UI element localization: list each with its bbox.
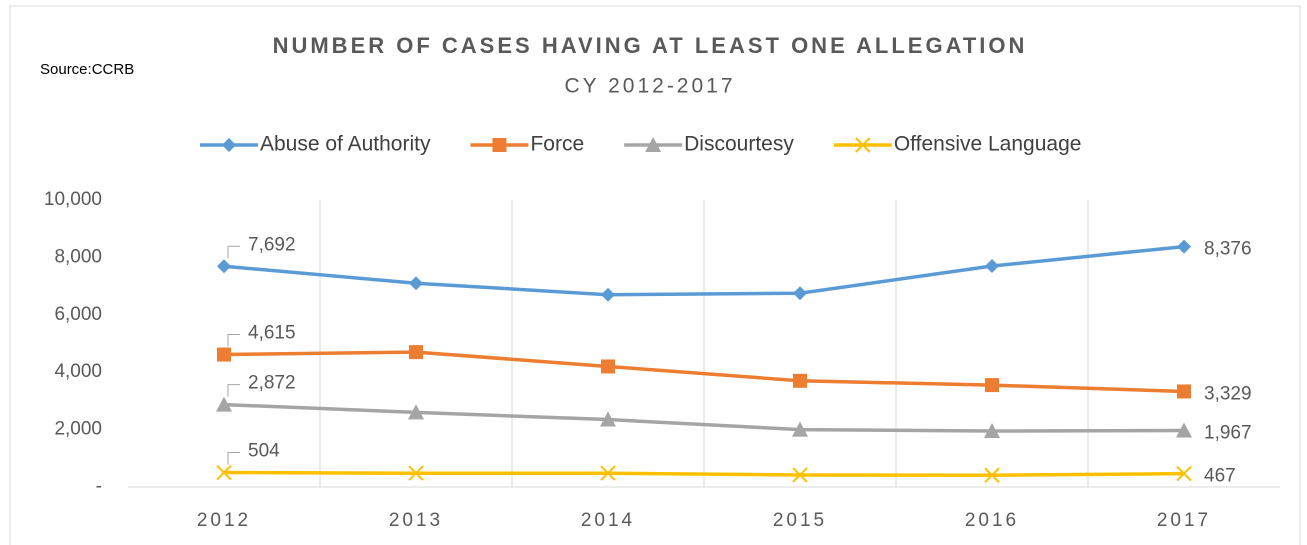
data-point (984, 467, 1000, 483)
leader-line (227, 245, 240, 259)
data-label: 467 (1204, 466, 1236, 487)
y-tick-label: 4,000 (54, 361, 102, 382)
data-point (984, 423, 1000, 439)
series-line (223, 402, 1185, 433)
y-tick-label: 10,000 (44, 189, 102, 210)
data-point (792, 467, 808, 483)
data-point (216, 396, 232, 412)
data-point (217, 347, 231, 362)
data-label: 504 (248, 441, 280, 462)
chart-frame (9, 5, 1301, 545)
y-tick-label: 8,000 (54, 246, 102, 267)
data-point (217, 259, 231, 274)
data-point (409, 276, 423, 291)
data-point (1177, 239, 1191, 254)
data-point (1176, 422, 1192, 438)
data-point (409, 345, 423, 360)
x-tick-label: 2012 (197, 510, 251, 531)
data-point (1176, 465, 1192, 482)
data-point (793, 373, 807, 388)
legend-label: Force (530, 133, 584, 156)
legend-label: Abuse of Authority (260, 133, 431, 156)
data-point (601, 359, 615, 374)
data-label: 7,692 (248, 234, 296, 255)
data-point (492, 138, 507, 152)
x-tick-label: 2015 (773, 510, 827, 531)
x-tick-label: 2014 (581, 510, 635, 531)
data-point (600, 411, 616, 427)
data-label: 2,872 (248, 373, 296, 394)
data-point (408, 404, 424, 420)
data-point (408, 465, 424, 481)
x-tick-label: 2013 (389, 510, 443, 531)
chart-title: NUMBER OF CASES HAVING AT LEAST ONE ALLE… (273, 33, 1028, 58)
data-point (1177, 384, 1191, 399)
x-tick-label: 2016 (965, 510, 1019, 531)
series-line (223, 350, 1185, 394)
leader-line (227, 384, 240, 397)
data-point (855, 137, 871, 153)
data-point (645, 137, 662, 152)
leader-line (227, 334, 240, 347)
y-tick-label: 6,000 (54, 304, 102, 325)
legend-label: Discourtesy (684, 133, 794, 156)
y-tick-label: - (96, 476, 102, 497)
leader-line (227, 452, 240, 465)
data-label: 1,967 (1204, 423, 1252, 444)
legend-label: Offensive Language (894, 133, 1082, 156)
data-point (600, 465, 616, 481)
data-point (793, 286, 807, 301)
data-point (601, 287, 615, 302)
source-note: Source:CCRB (40, 61, 134, 78)
data-label: 4,615 (248, 323, 296, 344)
y-tick-label: 2,000 (54, 419, 102, 440)
data-point (792, 421, 808, 437)
data-label: 8,376 (1204, 239, 1252, 260)
series-line (223, 470, 1185, 477)
chart-subtitle: CY 2012-2017 (564, 75, 735, 98)
series-line (223, 244, 1185, 297)
data-point (985, 378, 999, 393)
data-label: 3,329 (1204, 383, 1252, 404)
data-point (985, 259, 999, 274)
data-point (222, 138, 236, 152)
data-point (216, 464, 232, 481)
x-tick-label: 2017 (1157, 510, 1211, 531)
